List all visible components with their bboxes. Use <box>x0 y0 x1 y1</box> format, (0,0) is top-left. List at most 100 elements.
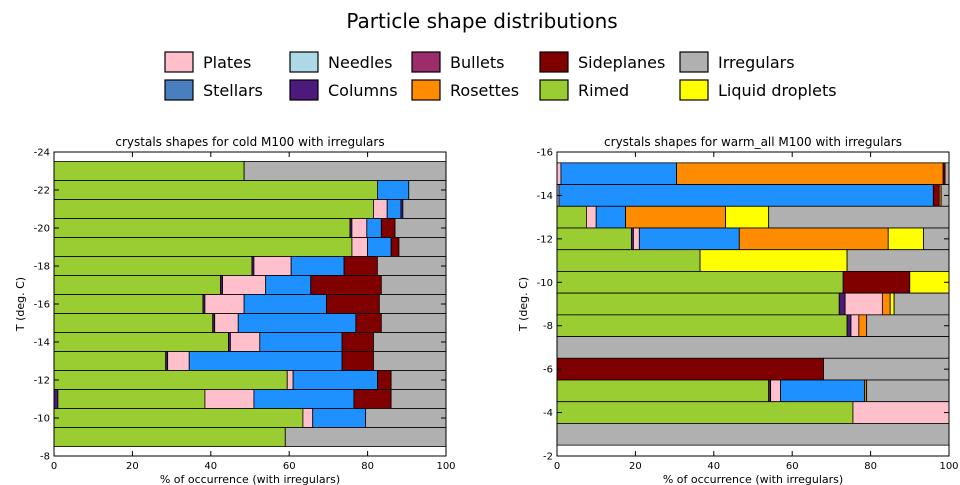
cold-ytick-label: -24 <box>34 148 50 159</box>
warm-ytick-label: -10 <box>537 278 553 289</box>
warm-bar-stellars-t-15 <box>560 162 677 185</box>
warm-bar-plates-t-4 <box>852 401 950 424</box>
cold-bar-rimed-t-9 <box>53 427 286 447</box>
warm-bar-irregulars-t-11 <box>846 249 950 272</box>
cold-bar-plates-t-11 <box>204 389 255 409</box>
cold-bar-stellars-t-12 <box>292 370 378 390</box>
cold-bar-plates-t-14 <box>229 332 261 352</box>
warm-bar-irregulars-t-5 <box>866 379 950 403</box>
cold-x-axis-label: % of occurrence (with irregulars) <box>160 473 340 485</box>
legend-label-stellars: Stellars <box>203 81 263 100</box>
warm-bar-liquid-t-12 <box>887 227 924 251</box>
warm-bar-plates-t-12 <box>633 227 640 251</box>
cold-bar-stellars-t-15 <box>237 313 357 333</box>
legend-item-stellars: Stellars <box>164 79 263 101</box>
legend-item-needles: Needles <box>289 51 392 73</box>
cold-bar-rimed-t-13 <box>53 351 167 371</box>
warm-bars <box>556 162 950 446</box>
cold-chart-title: crystals shapes for cold M100 with irreg… <box>115 135 384 149</box>
cold-bar-rimed-t-15 <box>53 313 214 333</box>
warm-xtick-label: 0 <box>554 461 560 472</box>
cold-bar-plates-t-10 <box>302 408 314 428</box>
cold-ytick-label: -20 <box>34 224 50 235</box>
warm-bar-rimed-t-11 <box>556 249 701 272</box>
cold-bar-irregulars-t-21 <box>402 199 447 219</box>
cold-bar-stellars-t-10 <box>312 408 367 428</box>
cold-bar-rimed-t-10 <box>53 408 304 428</box>
cold-bar-irregulars-t-11 <box>390 389 447 409</box>
cold-bar-irregulars-t-22 <box>408 180 447 200</box>
cold-bar-rimed-t-16 <box>53 294 204 314</box>
cold-ytick-label: -8 <box>40 452 50 463</box>
warm-chart-title: crystals shapes for warm_all M100 with i… <box>604 135 902 149</box>
cold-bar-stellars-t-20 <box>366 218 382 238</box>
legend-label-irregulars: Irregulars <box>718 53 795 72</box>
cold-chart-panel: crystals shapes for cold M100 with irreg… <box>14 135 456 485</box>
warm-bar-sideplanes-t-6 <box>556 357 824 381</box>
warm-xtick-label: 80 <box>864 461 877 472</box>
cold-bar-irregulars-t-23 <box>243 161 447 181</box>
legend-swatch-needles <box>289 51 319 73</box>
cold-xtick-label: 20 <box>126 461 139 472</box>
warm-xtick-label: 20 <box>629 461 642 472</box>
cold-bar-irregulars-t-10 <box>365 408 447 428</box>
warm-bar-stellars-t-12 <box>638 227 740 251</box>
legend-item-bullets: Bullets <box>411 51 504 73</box>
legend-label-rosettes: Rosettes <box>450 81 519 100</box>
warm-xtick-label: 100 <box>939 461 958 472</box>
cold-bar-irregulars-t-18 <box>376 256 447 276</box>
warm-bar-rosettes-t-9 <box>881 292 891 316</box>
legend-swatch-sideplanes <box>539 51 569 73</box>
warm-bar-liquid-t-13 <box>725 205 770 229</box>
cold-bar-sideplanes-t-18 <box>343 256 378 276</box>
legend-item-plates: Plates <box>164 51 251 73</box>
warm-bar-columns-t-8 <box>846 314 852 337</box>
cold-bar-stellars-t-21 <box>386 199 402 219</box>
warm-bar-sideplanes-t-10 <box>842 271 911 294</box>
cold-bar-rimed-t-23 <box>53 161 245 181</box>
warm-bar-irregulars-t-15 <box>944 162 950 185</box>
warm-bar-irregulars-t-13 <box>768 205 950 229</box>
cold-ytick-label: -18 <box>34 262 50 273</box>
legend-swatch-rosettes <box>411 79 441 101</box>
cold-bar-rimed-t-22 <box>53 180 378 200</box>
warm-bar-sideplanes-t-14 <box>932 184 940 207</box>
warm-bar-stellars-t-5 <box>780 379 866 403</box>
cold-bar-sideplanes-t-14 <box>341 332 374 352</box>
warm-ytick-label: -8 <box>543 321 553 332</box>
cold-bar-stellars-t-17 <box>265 275 312 295</box>
cold-bar-irregulars-t-17 <box>380 275 447 295</box>
warm-bar-rimed-t-12 <box>556 227 632 251</box>
legend-swatch-bullets <box>411 51 441 73</box>
warm-bar-plates-t-15 <box>556 162 562 185</box>
warm-bar-liquid-t-11 <box>699 249 848 272</box>
cold-bar-sideplanes-t-11 <box>353 389 392 409</box>
cold-ytick-label: -16 <box>34 300 50 311</box>
cold-bar-columns-t-11 <box>53 389 59 409</box>
legend-swatch-columns <box>289 79 319 101</box>
cold-bar-irregulars-t-9 <box>284 427 447 447</box>
warm-ytick-label: -6 <box>543 365 553 376</box>
warm-plot-frame <box>556 151 950 457</box>
cold-xtick-label: 100 <box>436 461 455 472</box>
cold-bar-stellars-t-16 <box>243 294 327 314</box>
legend-item-sideplanes: Sideplanes <box>539 51 665 73</box>
warm-bar-rimed-t-4 <box>556 401 854 424</box>
warm-bar-liquid-t-9 <box>889 292 895 316</box>
warm-bar-plates-t-5 <box>770 379 781 403</box>
cold-xtick-label: 60 <box>283 461 296 472</box>
warm-bar-irregulars-t-3 <box>556 423 950 446</box>
warm-bar-plates-t-9 <box>844 292 883 316</box>
warm-xtick-label: 60 <box>786 461 799 472</box>
cold-bar-stellars-t-19 <box>367 237 392 257</box>
warm-ytick-label: -14 <box>537 191 553 202</box>
warm-bar-rosettes-t-12 <box>738 227 889 251</box>
cold-xtick-label: 40 <box>204 461 217 472</box>
cold-bar-rimed-t-12 <box>53 370 288 390</box>
cold-bar-sideplanes-t-15 <box>355 313 382 333</box>
cold-bar-rimed-t-17 <box>53 275 222 295</box>
cold-bars <box>53 161 447 447</box>
cold-xtick-label: 0 <box>51 461 57 472</box>
cold-bar-plates-t-20 <box>351 218 368 238</box>
warm-bar-rimed-t-8 <box>556 314 848 337</box>
